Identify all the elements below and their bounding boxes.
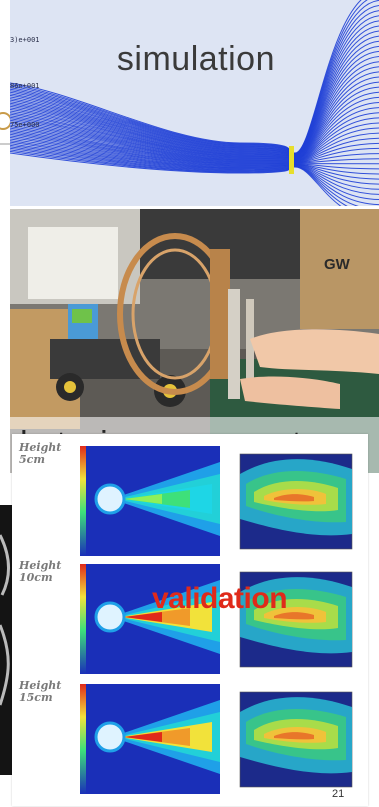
streamline [10,135,379,167]
streamline [10,61,379,158]
streamline [10,112,379,162]
streamline [10,5,379,155]
streamline [10,126,379,163]
streamline [10,147,379,206]
height-label-value: 5cm [19,453,45,466]
streamline [10,20,379,156]
nozzle-throat [289,146,294,174]
height-label: Height 10cm [19,560,61,584]
streamline [10,46,379,157]
measured-contour-plot [234,562,354,672]
streamline [10,81,379,160]
streamline [10,122,379,162]
box-label: GW [324,256,351,273]
streamline [10,150,348,206]
height-label-word: Height [19,559,62,572]
streamline [10,127,379,163]
streamline [10,66,379,159]
height-label-value: 10cm [19,571,53,584]
anemometer-photo: GW hot-wire anemometer [10,209,379,473]
height-label-value: 15cm [19,691,53,704]
streamline [10,92,379,160]
partial-thumbnail-bottom [0,505,14,775]
streamline [10,132,379,165]
validation-panel: Height 5cm Height 10cm Height 15cm validation [12,434,368,806]
streamline [10,86,379,160]
streamline [10,97,379,161]
streamline [10,10,379,155]
streamline [10,136,379,170]
simulation-panel: 3)e+001 86e+001 75e+000 simulation [10,0,379,206]
height-label: Height 5cm [19,442,61,466]
simulated-contour-plot [72,560,222,675]
streamline [10,129,379,164]
legend-value-1: 3)e+001 [10,36,40,44]
validation-caption: validation [152,582,288,615]
streamline [10,71,379,159]
simulation-caption: simulation [116,40,275,78]
page-number: 21 [332,788,345,800]
height-label: Height 15cm [19,680,61,704]
streamline [10,51,379,158]
streamline [10,140,379,180]
streamline [10,15,379,156]
streamline-plot [10,0,379,206]
height-label-word: Height [19,679,62,692]
measured-contour-plot [234,444,354,554]
legend-value-3: 75e+000 [10,121,40,129]
streamline [10,35,379,157]
streamline [10,102,379,161]
streamline [10,124,379,162]
streamline [10,143,379,190]
streamline [10,130,379,165]
streamline [10,133,379,166]
streamline [10,76,379,159]
streamline [10,138,379,175]
height-label-word: Height [19,441,62,454]
simulated-contour-plot [72,680,222,795]
simulated-contour-plot [72,442,222,557]
legend-value-2: 86e+001 [10,82,40,90]
streamline [10,152,342,206]
measured-contour-plot [234,682,354,792]
streamline [10,117,379,162]
streamline [10,107,379,161]
streamline [10,141,379,185]
streamline [10,25,379,156]
streamline [10,30,379,157]
streamline [10,146,379,200]
